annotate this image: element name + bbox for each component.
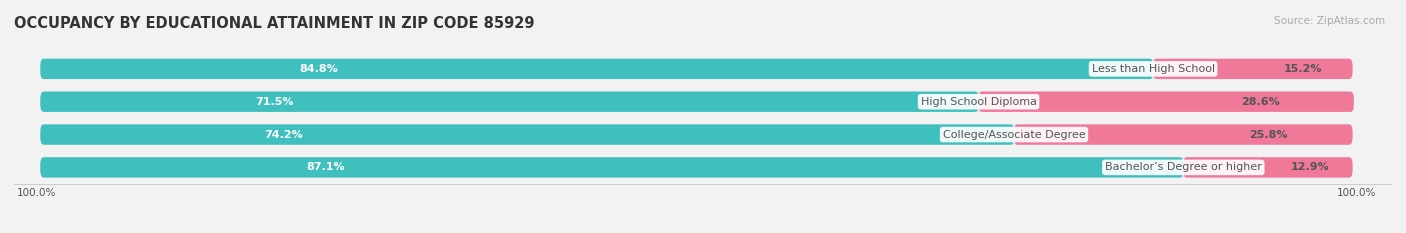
Text: OCCUPANCY BY EDUCATIONAL ATTAINMENT IN ZIP CODE 85929: OCCUPANCY BY EDUCATIONAL ATTAINMENT IN Z…	[14, 16, 534, 31]
Text: 71.5%: 71.5%	[256, 97, 294, 107]
FancyBboxPatch shape	[41, 124, 1353, 145]
FancyBboxPatch shape	[41, 124, 1014, 145]
FancyBboxPatch shape	[41, 59, 1353, 79]
Text: 15.2%: 15.2%	[1284, 64, 1322, 74]
Text: 25.8%: 25.8%	[1249, 130, 1286, 140]
Text: Bachelor’s Degree or higher: Bachelor’s Degree or higher	[1105, 162, 1261, 172]
FancyBboxPatch shape	[1153, 59, 1353, 79]
Text: 12.9%: 12.9%	[1291, 162, 1330, 172]
FancyBboxPatch shape	[1014, 124, 1353, 145]
Text: 74.2%: 74.2%	[264, 130, 304, 140]
FancyBboxPatch shape	[1184, 157, 1353, 178]
FancyBboxPatch shape	[41, 157, 1353, 178]
Text: 28.6%: 28.6%	[1240, 97, 1279, 107]
Text: High School Diploma: High School Diploma	[921, 97, 1036, 107]
Text: College/Associate Degree: College/Associate Degree	[942, 130, 1085, 140]
FancyBboxPatch shape	[979, 92, 1354, 112]
Text: Source: ZipAtlas.com: Source: ZipAtlas.com	[1274, 16, 1385, 26]
Text: 84.8%: 84.8%	[299, 64, 337, 74]
Text: 100.0%: 100.0%	[1337, 188, 1376, 198]
FancyBboxPatch shape	[41, 92, 979, 112]
Text: Less than High School: Less than High School	[1091, 64, 1215, 74]
Text: 87.1%: 87.1%	[307, 162, 346, 172]
FancyBboxPatch shape	[41, 59, 1153, 79]
FancyBboxPatch shape	[41, 157, 1184, 178]
FancyBboxPatch shape	[41, 92, 1353, 112]
Text: 100.0%: 100.0%	[17, 188, 56, 198]
